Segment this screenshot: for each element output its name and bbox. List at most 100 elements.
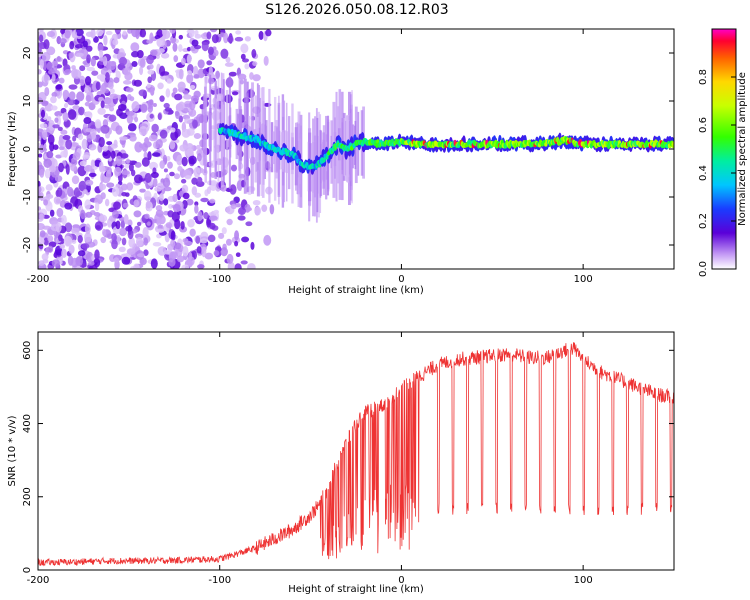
spectral-noise-blob	[213, 250, 220, 257]
spectral-noise-blob	[140, 103, 148, 113]
spectral-noise-blob	[237, 207, 246, 216]
spectral-noise-blob	[193, 166, 201, 178]
spectral-noise-blob	[172, 87, 178, 94]
spectral-noise-blob	[166, 78, 173, 84]
spectral-noise-blob	[82, 154, 90, 160]
spectral-noise-blob	[67, 109, 77, 120]
spectral-noise-blob	[85, 179, 94, 186]
spectral-noise-blob	[174, 110, 179, 116]
spectral-noise-blob	[84, 101, 91, 107]
spectral-noise-blob	[111, 232, 117, 242]
spectral-noise-blob	[209, 222, 216, 230]
colorbar-tick-label: 0.8	[698, 69, 709, 85]
spectral-noise-blob	[181, 128, 191, 138]
spectral-noise-blob	[147, 69, 155, 75]
spectral-noise-blob	[114, 166, 122, 177]
spectral-noise-blob	[63, 103, 69, 108]
spectral-noise-blob	[151, 152, 161, 157]
spectral-noise-blob	[42, 225, 52, 230]
spectral-noise-blob	[145, 200, 152, 209]
spectral-noise-blob	[169, 29, 176, 34]
colorbar-label: Normalized spectral amplitude	[737, 72, 748, 226]
spectral-noise-blob	[173, 242, 182, 250]
spectral-noise-blob	[53, 195, 61, 205]
spectral-noise-blob	[186, 74, 191, 84]
spectral-noise-blob	[55, 84, 62, 90]
spectral-noise-blob	[39, 123, 48, 129]
spectral-noise-blob	[192, 119, 198, 129]
spectral-noise-blob	[139, 66, 144, 75]
spectral-noise-blob	[177, 165, 183, 172]
spectrogram-x-ticks: -200 -100 0 100	[27, 29, 593, 285]
spectral-noise-blob	[252, 61, 258, 67]
spectral-noise-blob	[61, 248, 67, 258]
spectral-noise-blob	[115, 125, 123, 135]
spectral-noise-blob	[168, 203, 174, 209]
spectral-noise-blob	[204, 252, 214, 260]
spectral-noise-blob	[105, 30, 113, 36]
spectral-noise-blob	[93, 258, 101, 268]
spectral-noise-blob	[75, 52, 84, 57]
spectral-noise-blob	[245, 221, 253, 227]
spectral-noise-blob	[212, 49, 219, 57]
snr-y-label: SNR (10 * v/v)	[7, 415, 18, 486]
spectral-noise-blob	[60, 150, 66, 158]
spectral-noise-blob	[54, 117, 59, 123]
spectral-noise-blob	[135, 236, 144, 247]
spectral-noise-blob	[187, 219, 195, 228]
spectral-noise-blob	[263, 234, 272, 246]
spectral-noise-blob	[211, 34, 219, 44]
spectral-noise-blob	[84, 164, 93, 172]
spectral-noise-blob	[82, 189, 88, 195]
spectral-noise-blob	[240, 53, 246, 60]
spectral-noise-blob	[172, 203, 181, 213]
spectral-noise-blob	[128, 237, 136, 248]
spectral-noise-blob	[54, 110, 63, 117]
spectral-noise-blob	[194, 204, 199, 214]
spectral-noise-blob	[165, 88, 171, 98]
colorbar-tick-label: 0.4	[698, 165, 709, 181]
spectral-noise-blob	[133, 79, 142, 87]
spectral-noise-blob	[167, 210, 174, 218]
y-tick-label: -10	[22, 189, 33, 205]
spectral-noise-blob	[163, 168, 168, 173]
spectral-noise-blob	[169, 171, 175, 177]
spectral-noise-blob	[223, 32, 229, 44]
spectral-noise-blob	[74, 43, 83, 49]
spectral-noise-blob	[163, 186, 172, 192]
spectral-noise-blob	[77, 250, 86, 257]
spectral-noise-blob	[176, 255, 185, 263]
spectral-noise-blob	[84, 223, 91, 235]
spectral-noise-blob	[127, 219, 133, 227]
spectral-noise-blob	[206, 60, 213, 66]
spectral-noise-blob	[64, 202, 73, 210]
spectral-noise-blob	[119, 56, 128, 66]
spectral-noise-blob	[100, 100, 105, 109]
spectral-noise-blob	[39, 58, 44, 69]
spectral-noise-blob	[235, 252, 241, 258]
spectral-noise-blob	[261, 204, 268, 213]
spectral-noise-blob	[184, 118, 193, 124]
spectral-noise-blob	[38, 135, 42, 142]
spectral-noise-blob	[67, 186, 74, 197]
spectral-noise-blob	[244, 206, 252, 212]
spectral-noise-blob	[43, 199, 49, 206]
spectral-noise-blob	[47, 134, 55, 145]
x-tick-label: 0	[398, 575, 404, 586]
spectral-noise-blob	[56, 187, 63, 197]
spectral-noise-blob	[109, 105, 115, 112]
spectral-noise-blob	[93, 212, 101, 217]
spectral-noise-blob	[176, 154, 183, 166]
spectral-noise-blob	[220, 247, 228, 257]
spectral-noise-blob	[112, 210, 119, 219]
spectral-streak	[215, 98, 218, 161]
spectral-streak	[203, 86, 207, 173]
spectral-noise-blob	[48, 165, 57, 173]
spectral-noise-blob	[244, 36, 251, 42]
spectral-noise-blob	[96, 74, 106, 80]
spectral-noise-blob	[152, 241, 162, 247]
spectral-noise-blob	[56, 207, 64, 218]
spectral-noise-blob	[67, 98, 76, 106]
